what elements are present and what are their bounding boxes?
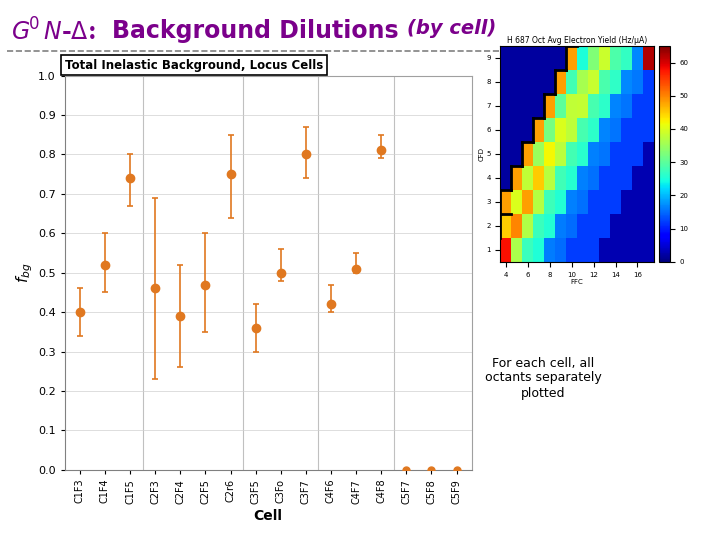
Text: (by cell): (by cell) — [407, 19, 496, 38]
Y-axis label: $f_{bg}$: $f_{bg}$ — [14, 262, 35, 283]
X-axis label: Cell: Cell — [253, 509, 283, 523]
X-axis label: FFC: FFC — [571, 279, 583, 285]
Text: Total Inelastic Background, Locus Cells: Total Inelastic Background, Locus Cells — [65, 59, 323, 72]
Text: Background Dilutions: Background Dilutions — [112, 19, 398, 43]
Text: $\mathit{G}^{\!\mathit{0}}\,\mathit{N}$-$\mathit{\Delta}$:: $\mathit{G}^{\!\mathit{0}}\,\mathit{N}$-… — [11, 19, 95, 46]
Title: H 687 Oct Avg Electron Yield (Hz/μA): H 687 Oct Avg Electron Yield (Hz/μA) — [507, 36, 647, 45]
Text: For each cell, all
octants separately
plotted: For each cell, all octants separately pl… — [485, 356, 602, 400]
Y-axis label: CFD: CFD — [479, 147, 485, 161]
